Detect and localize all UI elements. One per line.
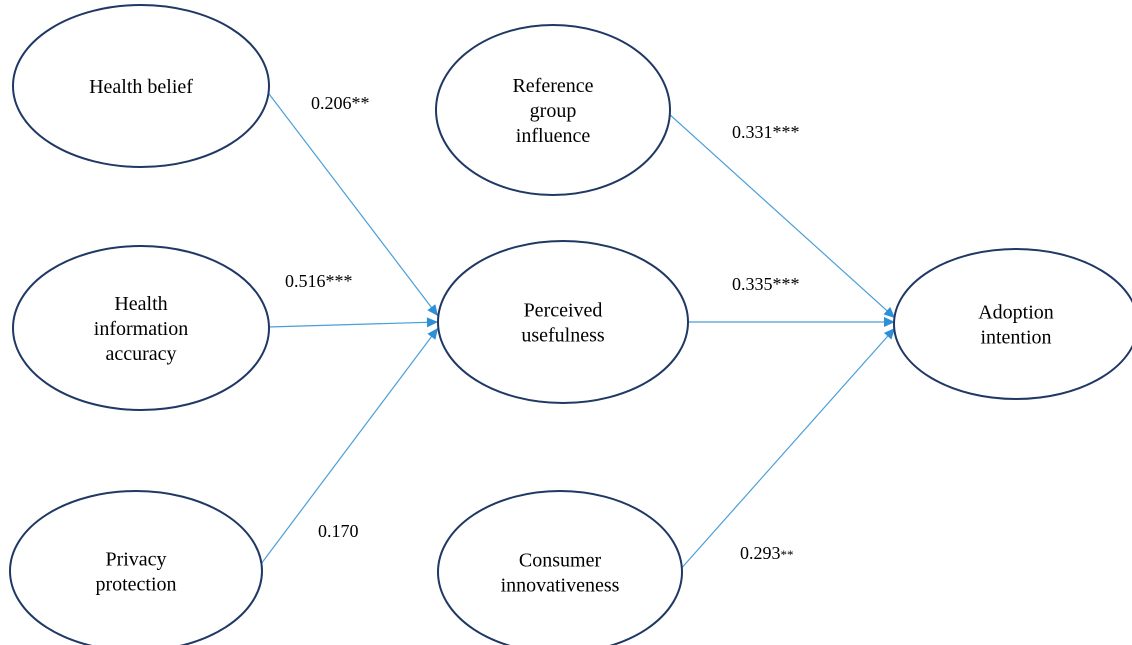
node-health-belief: Health belief	[12, 4, 270, 168]
nodes-layer: Health belief Health information accuracy Pr…	[9, 4, 1132, 645]
edge-line	[262, 85, 439, 317]
edge-ci-ai	[678, 327, 896, 572]
significance-stars: ***	[773, 274, 800, 294]
node-reference-group-influence: Reference group influence	[435, 24, 671, 196]
coefficient-value: 0.170	[318, 521, 359, 541]
node-ellipse	[12, 245, 270, 411]
arrowhead-icon	[427, 304, 438, 316]
node-label-line: Perceived	[524, 300, 603, 322]
node-label-line: Health	[114, 293, 167, 315]
edges-layer	[257, 85, 896, 572]
arrowhead-icon	[883, 328, 895, 340]
node-ellipse	[437, 490, 683, 645]
edge-pp-pu	[257, 327, 439, 569]
node-label-line: Consumer	[519, 550, 602, 572]
node-adoption-intention: Adoption intention	[893, 248, 1132, 400]
edge-hia-pu	[267, 317, 439, 328]
node-label-line: innovativeness	[501, 575, 620, 597]
significance-stars: ***	[773, 122, 800, 142]
node-label-line: Adoption	[978, 302, 1054, 324]
node-ellipse	[893, 248, 1132, 400]
path-coefficient-ci-ai: 0.293**	[740, 543, 794, 563]
edge-labels-layer: 0.206**0.516***0.1700.331***0.335***0.29…	[285, 93, 800, 563]
arrowhead-icon	[427, 328, 438, 340]
coefficient-value: 0.335	[732, 274, 773, 294]
arrowhead-icon	[426, 317, 438, 328]
node-health-information-accuracy: Health information accuracy	[12, 245, 270, 411]
node-perceived-usefulness: Perceived usefulness	[437, 240, 689, 404]
significance-stars: ***	[326, 271, 353, 291]
path-coefficient-hia-pu: 0.516***	[285, 271, 353, 291]
edge-hb-pu	[262, 85, 439, 317]
node-consumer-innovativeness: Consumer innovativeness	[437, 490, 683, 645]
node-label-line: Privacy	[105, 549, 166, 571]
coefficient-value: 0.206	[311, 93, 352, 113]
node-label-line: group	[530, 100, 577, 122]
significance-stars: **	[352, 93, 370, 113]
node-label-line: accuracy	[105, 343, 176, 365]
node-label-line: usefulness	[521, 325, 605, 347]
edge-pu-ai	[687, 317, 895, 327]
coefficient-value: 0.331	[732, 122, 773, 142]
node-privacy-protection: Privacy protection	[9, 490, 263, 645]
node-label-line: Reference	[512, 75, 593, 97]
node-label-line: Health belief	[89, 76, 193, 98]
path-coefficient-pu-ai: 0.335***	[732, 274, 800, 294]
coefficient-value: 0.516	[285, 271, 326, 291]
arrowhead-icon	[884, 317, 895, 327]
significance-stars: **	[781, 547, 794, 562]
path-coefficient-hb-pu: 0.206**	[311, 93, 370, 113]
node-label-line: protection	[95, 574, 176, 596]
edge-line	[678, 327, 896, 572]
node-label-line: intention	[980, 327, 1051, 349]
edge-line	[667, 112, 896, 319]
arrowhead-icon	[883, 306, 895, 318]
node-ellipse	[9, 490, 263, 645]
node-label-line: information	[94, 318, 188, 340]
node-label-line: influence	[516, 125, 591, 147]
edge-line	[257, 327, 439, 569]
path-coefficient-pp-pu: 0.170	[318, 521, 359, 541]
edge-line	[267, 321, 439, 328]
coefficient-value: 0.293	[740, 543, 781, 563]
path-coefficient-rgi-ai: 0.331***	[732, 122, 800, 142]
node-ellipse	[437, 240, 689, 404]
edge-rgi-ai	[667, 112, 896, 319]
node-ellipse	[12, 4, 270, 168]
node-ellipse	[435, 24, 671, 196]
